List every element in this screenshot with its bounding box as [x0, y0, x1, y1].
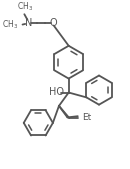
Text: O: O: [50, 18, 58, 28]
Text: N: N: [25, 18, 32, 28]
Text: Et: Et: [83, 113, 92, 122]
Text: HO: HO: [49, 87, 64, 97]
Text: CH$_3$: CH$_3$: [2, 18, 18, 31]
Text: CH$_3$: CH$_3$: [17, 0, 33, 13]
